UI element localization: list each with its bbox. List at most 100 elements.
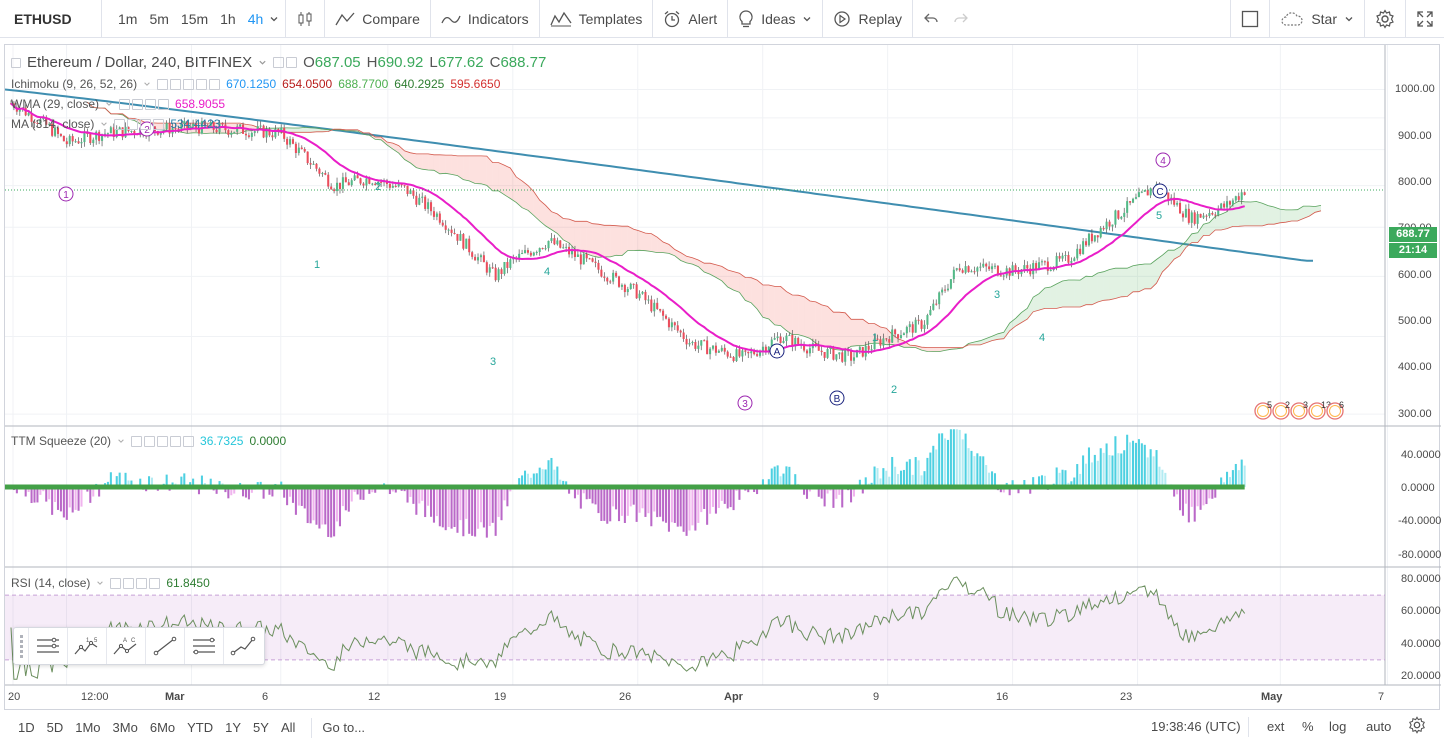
range-1d[interactable]: 1D — [18, 720, 35, 735]
ichimoku-cloud-segment — [1003, 323, 1010, 339]
ttm-bar — [465, 487, 468, 519]
trend-line-tool[interactable] — [145, 628, 184, 664]
expand-button[interactable] — [1406, 0, 1444, 38]
candle-body — [585, 253, 588, 259]
fullscreen-layout-button[interactable] — [1230, 0, 1271, 38]
alert-button[interactable]: Alert — [653, 0, 729, 38]
ichimoku-cloud-segment — [809, 301, 816, 344]
legend-controls[interactable] — [273, 57, 298, 68]
fib-retracement-tool[interactable] — [184, 628, 223, 664]
candle-body — [976, 267, 979, 272]
indicators-button[interactable]: Indicators — [431, 0, 540, 38]
range-ytd[interactable]: YTD — [187, 720, 214, 735]
ttm-bar — [670, 487, 673, 523]
compare-button[interactable]: Compare — [325, 0, 431, 38]
drag-handle[interactable] — [14, 628, 28, 664]
chart-container[interactable]: 1 2 3 4 A B C 1 2 3 4 5 1 2 3 4 5 2 3 13 6 Ethereum / Dollar… — [4, 44, 1442, 711]
ichimoku-cloud-segment — [739, 273, 746, 301]
interval-5m[interactable]: 5m — [149, 10, 169, 27]
percent-scale-toggle[interactable]: % — [1302, 719, 1314, 734]
goto-button[interactable]: Go to... — [322, 720, 366, 735]
ideas-button[interactable]: Ideas — [728, 0, 824, 38]
candle-body — [791, 334, 794, 347]
candle-body — [867, 345, 870, 350]
ttm-bar — [180, 476, 183, 487]
indicator-controls[interactable] — [119, 98, 170, 110]
chevron-down-icon[interactable] — [269, 14, 279, 24]
log-scale-toggle[interactable]: log — [1329, 719, 1347, 734]
ttm-bar — [321, 487, 324, 525]
ttm-bar — [691, 487, 694, 526]
ichimoku-cloud-segment — [381, 137, 387, 145]
ttm-tick: -80.0000 — [1398, 549, 1442, 561]
range-1y[interactable]: 1Y — [225, 720, 242, 735]
auto-scale-toggle[interactable]: auto — [1366, 719, 1392, 734]
replay-button[interactable]: Replay — [823, 0, 914, 38]
wave-label-circled: B — [834, 394, 841, 405]
indicator-controls[interactable] — [157, 78, 221, 90]
event-badge-ring — [1329, 405, 1341, 417]
path-tool[interactable] — [223, 628, 262, 664]
chevron-down-icon[interactable] — [105, 100, 113, 108]
candle-body — [626, 288, 629, 293]
ttm-bar — [148, 476, 151, 487]
candle-body — [873, 338, 876, 350]
indicator-controls[interactable] — [131, 435, 195, 447]
axis-settings-button[interactable] — [1408, 716, 1426, 737]
interval-15m[interactable]: 15m — [180, 10, 209, 27]
candle-body — [1043, 261, 1046, 263]
candle-body — [756, 354, 759, 356]
ttm-bar — [620, 487, 623, 516]
interval-4h[interactable]: 4h — [247, 10, 264, 27]
ichimoku-cloud-segment — [386, 142, 393, 150]
indicator-controls[interactable] — [110, 577, 161, 589]
ichimoku-cloud-segment — [639, 231, 646, 251]
chevron-down-icon[interactable] — [258, 58, 267, 67]
ttm-bar — [242, 487, 245, 497]
chart-style-button[interactable] — [286, 0, 326, 38]
range-1mo[interactable]: 1Mo — [75, 720, 101, 735]
range-6mo[interactable]: 6Mo — [149, 720, 176, 735]
chevron-down-icon[interactable] — [117, 437, 125, 445]
candle-body — [1082, 241, 1085, 255]
ttm-title: TTM Squeeze (20) — [11, 434, 112, 448]
symbol-search-button[interactable]: ETHUSD — [0, 0, 102, 38]
ichimoku-cloud-segment — [833, 312, 840, 351]
star-button[interactable]: Star — [1270, 0, 1365, 38]
redo-icon[interactable] — [953, 12, 969, 26]
horizontal-lines-tool[interactable] — [28, 628, 67, 664]
chevron-down-icon[interactable] — [143, 80, 151, 88]
undo-icon[interactable] — [923, 12, 939, 26]
ttm-bar — [747, 487, 750, 493]
ttm-bar — [568, 487, 571, 494]
range-all[interactable]: All — [280, 720, 296, 735]
interval-1m[interactable]: 1m — [118, 10, 138, 27]
ichimoku-cloud-segment — [463, 155, 470, 181]
candle-body — [494, 267, 497, 281]
ttm-bar — [873, 466, 876, 487]
templates-button[interactable]: Templates — [540, 0, 654, 38]
chevron-down-icon[interactable] — [96, 579, 104, 587]
settings-button[interactable] — [1365, 0, 1406, 38]
candle-body — [855, 349, 858, 358]
legend-collapse-toggle[interactable] — [11, 57, 21, 68]
candle-body — [1129, 201, 1132, 203]
ichimoku-cloud-segment — [1039, 288, 1045, 311]
candle-body — [180, 123, 183, 129]
candle-body — [368, 178, 371, 184]
range-3mo[interactable]: 3Mo — [112, 720, 138, 735]
extended-hours-toggle[interactable]: ext — [1267, 719, 1285, 734]
candle-body — [673, 322, 676, 326]
chevron-down-icon[interactable] — [100, 120, 108, 128]
ttm-bar — [700, 487, 703, 513]
ttm-bar — [820, 487, 823, 499]
interval-1h[interactable]: 1h — [220, 10, 236, 27]
ttm-bar — [1225, 471, 1229, 487]
range-5d[interactable]: 5D — [46, 720, 64, 735]
candle-body — [1090, 233, 1093, 242]
range-5y[interactable]: 5Y — [253, 720, 269, 735]
indicator-controls[interactable] — [114, 118, 165, 130]
